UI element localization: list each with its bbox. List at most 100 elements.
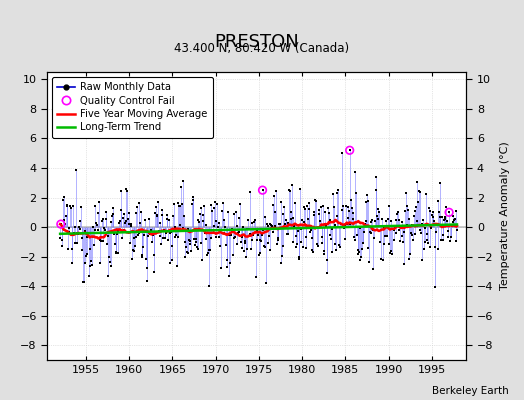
Point: [90, 242, 98, 248]
Point: [407, 230, 415, 236]
Text: Berkeley Earth: Berkeley Earth: [432, 386, 508, 396]
Point: [416, 226, 424, 233]
Point: [207, 202, 215, 208]
Point: [155, 227, 163, 234]
Point: [333, 212, 342, 219]
Title: PRESTON: PRESTON: [214, 33, 299, 51]
Point: [429, 214, 438, 220]
Point: [287, 209, 296, 216]
Point: [268, 229, 277, 235]
Point: [453, 227, 461, 234]
Point: [417, 230, 425, 236]
Point: [374, 206, 382, 212]
Point: [319, 203, 327, 209]
Point: [129, 234, 138, 241]
Point: [279, 211, 288, 217]
Point: [145, 230, 154, 236]
Point: [318, 234, 326, 240]
Point: [177, 184, 185, 191]
Point: [307, 246, 315, 253]
Point: [362, 199, 370, 205]
Point: [96, 260, 105, 266]
Point: [428, 212, 436, 218]
Point: [211, 199, 219, 205]
Point: [238, 244, 247, 251]
Point: [99, 216, 107, 222]
Point: [141, 217, 149, 223]
Point: [199, 218, 208, 224]
Point: [352, 189, 361, 196]
Point: [239, 224, 247, 230]
Point: [137, 251, 146, 258]
Point: [452, 208, 461, 214]
Point: [230, 234, 238, 241]
Point: [264, 240, 272, 246]
Point: [409, 237, 417, 244]
Point: [237, 233, 246, 240]
Point: [343, 214, 352, 221]
Point: [158, 212, 167, 218]
Point: [115, 220, 123, 226]
Point: [92, 220, 100, 226]
Point: [67, 205, 75, 212]
Point: [311, 196, 319, 203]
Point: [433, 198, 442, 204]
Point: [435, 209, 443, 215]
Point: [173, 200, 182, 206]
Point: [84, 229, 92, 236]
Point: [58, 242, 67, 249]
Point: [257, 238, 265, 244]
Point: [78, 246, 86, 253]
Point: [209, 230, 217, 237]
Point: [390, 237, 399, 243]
Point: [206, 247, 214, 253]
Point: [153, 213, 161, 219]
Point: [200, 203, 209, 210]
Point: [165, 217, 173, 224]
Point: [297, 239, 305, 246]
Point: [341, 222, 349, 228]
Point: [437, 237, 445, 244]
Point: [381, 218, 390, 225]
Point: [214, 224, 222, 230]
Point: [95, 198, 103, 205]
Point: [57, 221, 65, 227]
Point: [127, 223, 136, 230]
Point: [71, 224, 80, 230]
Point: [447, 234, 455, 241]
Point: [281, 221, 289, 227]
Point: [87, 257, 95, 264]
Point: [170, 224, 179, 230]
Point: [412, 218, 421, 224]
Point: [376, 256, 385, 262]
Point: [389, 223, 397, 229]
Point: [328, 249, 336, 255]
Point: [361, 221, 369, 227]
Point: [75, 218, 84, 224]
Point: [161, 235, 169, 241]
Point: [305, 206, 313, 212]
Point: [91, 227, 99, 233]
Point: [149, 232, 157, 238]
Point: [106, 263, 115, 269]
Point: [249, 232, 257, 238]
Point: [304, 200, 313, 206]
Point: [339, 206, 347, 213]
Point: [185, 237, 193, 244]
Point: [419, 217, 428, 223]
Point: [208, 208, 216, 214]
Point: [160, 234, 169, 241]
Point: [314, 207, 323, 214]
Point: [362, 218, 370, 224]
Point: [57, 221, 65, 227]
Point: [236, 201, 244, 208]
Point: [397, 224, 405, 230]
Point: [425, 205, 433, 211]
Point: [399, 229, 408, 235]
Point: [147, 239, 156, 245]
Point: [220, 230, 228, 236]
Point: [103, 233, 112, 239]
Point: [358, 240, 367, 246]
Point: [166, 260, 174, 266]
Point: [147, 227, 155, 233]
